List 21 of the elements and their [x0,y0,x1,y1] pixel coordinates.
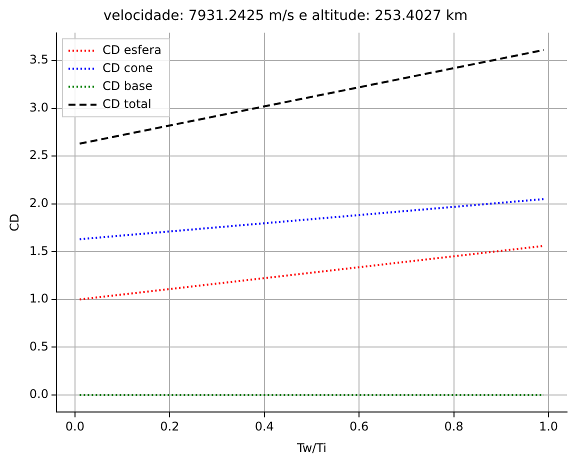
y-axis-title: CD [7,214,22,232]
legend-label: CD total [102,96,152,111]
chart-title: velocidade: 7931.2425 m/s e altitude: 253.4027 km [103,8,468,24]
x-tick-label: 0.4 [254,420,274,434]
legend-label: CD base [102,78,153,93]
y-tick-label: 1.5 [29,244,48,258]
x-tick-label: 0.0 [65,420,84,434]
y-tick-label: 2.5 [29,148,48,162]
y-tick-label: 0.0 [29,387,48,402]
y-tick-label: 0.5 [29,339,48,354]
y-tick-label: 3.0 [29,100,48,114]
legend-label: CD cone [102,60,153,75]
y-tick-label: 1.0 [29,292,48,306]
x-tick-label: 0.8 [444,420,464,434]
x-tick-label: 0.2 [160,420,180,434]
x-tick-label: 0.6 [350,420,369,434]
legend-label: CD esfera [102,42,162,57]
y-tick-label: 3.5 [29,52,48,67]
y-tick-label: 2.0 [29,196,48,210]
x-axis-title: Tw/Ti [296,440,326,455]
x-tick-label: 1.0 [538,420,558,434]
